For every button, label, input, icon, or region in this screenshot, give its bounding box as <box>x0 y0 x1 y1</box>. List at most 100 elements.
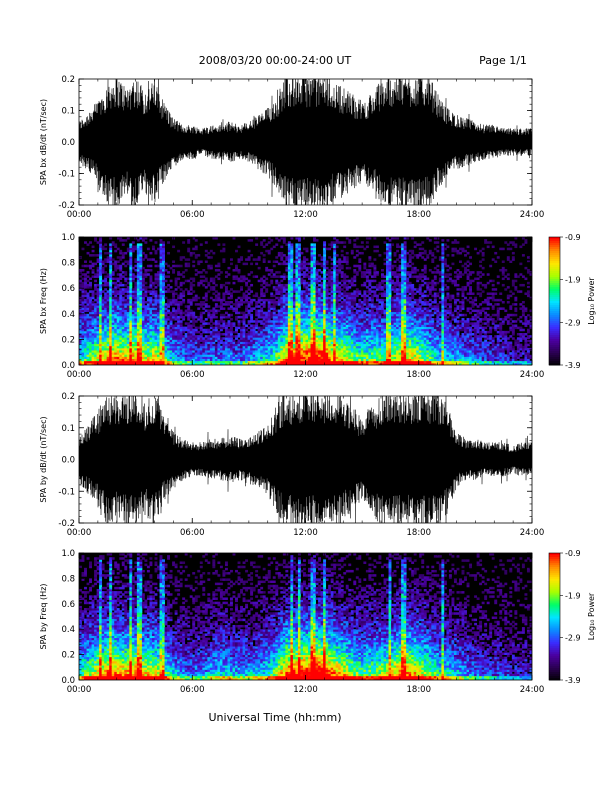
y-tick-label: 0.1 <box>61 107 75 117</box>
spectrogram-cell <box>217 243 220 246</box>
spectrogram-cell <box>197 331 200 334</box>
spectrogram-cell <box>114 250 117 253</box>
spectrogram-cell <box>233 307 236 310</box>
spectrogram-cell <box>149 239 152 242</box>
spectrogram-cell <box>366 286 369 289</box>
spectrogram-cell <box>222 292 225 295</box>
spectrogram-cell <box>177 265 180 268</box>
spectrogram-cell <box>84 290 87 293</box>
spectrogram-cell <box>220 333 223 336</box>
spectrogram-cell <box>89 265 92 268</box>
spectrogram-cell <box>278 271 281 274</box>
spectrogram-cell <box>263 280 266 283</box>
spectrogram-cell <box>97 267 100 270</box>
spectrogram-cell <box>182 282 185 285</box>
spectrogram-cell <box>238 333 241 336</box>
spectrogram-cell <box>321 282 324 285</box>
spectrogram-cell <box>207 322 210 325</box>
spectrogram-cell <box>222 307 225 310</box>
spectrogram-cell <box>225 316 228 319</box>
spectrogram-cell <box>248 280 251 283</box>
spectrogram-cell <box>97 241 100 244</box>
spectrogram-cell <box>230 288 233 291</box>
spectrogram-cell <box>117 284 120 287</box>
spectrogram-cell <box>260 252 263 255</box>
spectrogram-cell <box>275 243 278 246</box>
spectrogram-cell <box>361 241 364 244</box>
spectrogram-cell <box>205 260 208 263</box>
spectrogram-cell <box>260 278 263 281</box>
spectrogram-cell <box>212 307 215 310</box>
spectrogram-cell <box>263 299 266 302</box>
spectrogram-cell <box>142 292 145 295</box>
spectrogram-cell <box>361 284 364 287</box>
spectrogram-cell <box>255 263 258 266</box>
spectrogram-cell <box>192 329 195 332</box>
spectrogram-cell <box>94 292 97 295</box>
spectrogram-cell <box>341 271 344 274</box>
spectrogram-cell <box>107 282 110 285</box>
spectrogram-cell <box>195 295 198 298</box>
spectrogram-cell <box>87 314 90 317</box>
spectrogram-cell <box>253 307 256 310</box>
spectrogram-cell <box>152 282 155 285</box>
spectrogram-cell <box>240 327 243 330</box>
spectrogram-cell <box>92 246 95 249</box>
spectrogram-cell <box>167 265 170 268</box>
spectrogram-cell <box>233 335 236 338</box>
spectrogram-cell <box>200 324 203 327</box>
spectrogram-cell <box>112 258 115 261</box>
spectrogram-cell <box>222 243 225 246</box>
spectrogram-cell <box>205 286 208 289</box>
spectrogram-cell <box>192 290 195 293</box>
spectrogram-cell <box>220 337 223 340</box>
spectrogram-cell <box>220 271 223 274</box>
spectrogram-cell <box>210 286 213 289</box>
spectrogram-cell <box>293 269 296 272</box>
spectrogram-cell <box>195 303 198 306</box>
spectrogram-cell <box>353 275 356 278</box>
spectrogram-cell <box>331 258 334 261</box>
spectrogram-cell <box>268 241 271 244</box>
spectrogram-cell <box>192 265 195 268</box>
spectrogram-cell <box>202 307 205 310</box>
spectrogram-cell <box>321 263 324 266</box>
spectrogram-cell <box>82 248 85 251</box>
spectrogram-cell <box>185 263 188 266</box>
spectrogram-cell <box>197 254 200 257</box>
spectrogram-cell <box>207 282 210 285</box>
spectrogram-cell <box>295 243 298 246</box>
spectrogram-cell <box>255 310 258 313</box>
spectrogram-cell <box>195 269 198 272</box>
spectrogram-cell <box>94 280 97 283</box>
spectrogram-cell <box>215 284 218 287</box>
spectrogram-cell <box>127 286 130 289</box>
spectrogram-cell <box>368 269 371 272</box>
spectrogram-cell <box>268 260 271 263</box>
spectrogram-cell <box>134 258 137 261</box>
spectrogram-cell <box>89 297 92 300</box>
spectrogram-cell <box>283 273 286 276</box>
spectrogram-cell <box>336 239 339 242</box>
spectrogram-cell <box>235 265 238 268</box>
spectrogram-cell <box>182 327 185 330</box>
spectrogram-cell <box>210 331 213 334</box>
spectrogram-cell <box>172 269 175 272</box>
spectrogram-cell <box>255 275 258 278</box>
spectrogram-cell <box>328 243 331 246</box>
spectrogram-cell <box>217 305 220 308</box>
spectrogram-cell <box>230 322 233 325</box>
spectrogram-cell <box>318 284 321 287</box>
spectrogram-cell <box>202 312 205 315</box>
spectrogram-cell <box>328 256 331 259</box>
spectrogram-cell <box>187 280 190 283</box>
spectrogram-cell <box>270 269 273 272</box>
spectrogram-cell <box>134 246 137 249</box>
spectrogram-cell <box>278 310 281 313</box>
spectrogram-cell <box>363 271 366 274</box>
spectrogram-cell <box>102 280 105 283</box>
spectrogram-cell <box>245 295 248 298</box>
spectrogram-cell <box>225 282 228 285</box>
spectrogram-cell <box>275 301 278 304</box>
spectrogram-cell <box>124 265 127 268</box>
